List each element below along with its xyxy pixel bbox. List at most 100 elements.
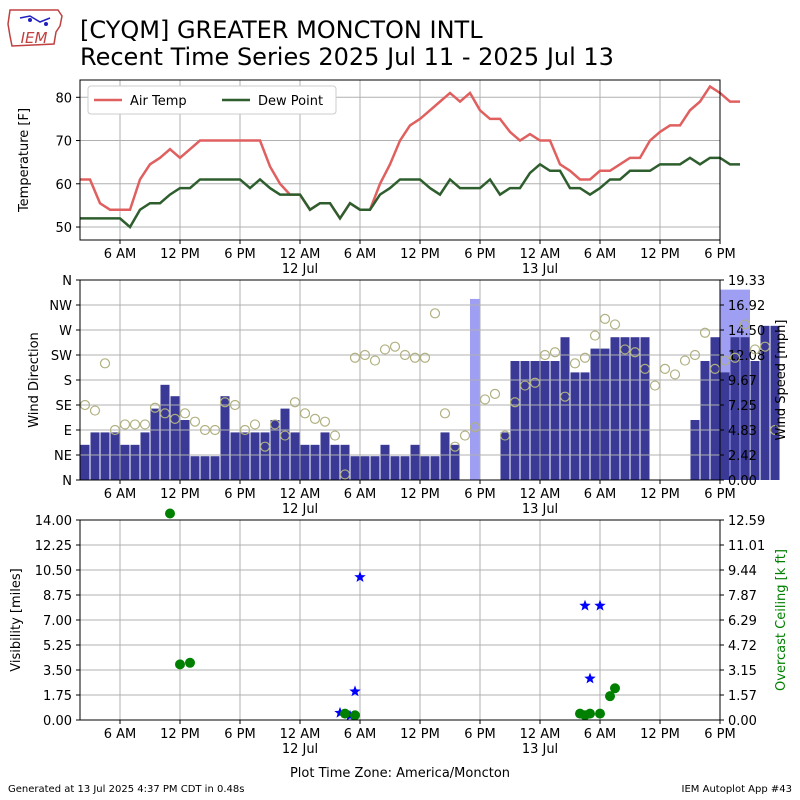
wind-dir-tick-label: SE bbox=[56, 399, 72, 414]
ceiling-point bbox=[185, 657, 195, 668]
wind-speed-bar bbox=[610, 337, 620, 480]
wind-speed-bar bbox=[770, 325, 780, 480]
wind-direction-point bbox=[149, 402, 161, 413]
wind-dir-tick-label: E bbox=[64, 424, 72, 439]
wind-direction-point bbox=[209, 424, 221, 436]
wind-speed-bar bbox=[390, 456, 400, 480]
temp-y-axis-label: Temperature [F] bbox=[17, 108, 32, 213]
air-temp-line bbox=[80, 84, 740, 221]
wind-speed-bar bbox=[510, 361, 520, 480]
wind-speed-bar bbox=[290, 432, 300, 480]
visibility-point bbox=[584, 672, 596, 684]
temp-date-label: 13 Jul bbox=[522, 262, 558, 277]
wind-speed-bar bbox=[520, 361, 530, 480]
wind-x-tick-label: 12 AM bbox=[520, 487, 561, 502]
wind-direction-point bbox=[89, 405, 101, 416]
wind-direction-point bbox=[639, 363, 651, 374]
wind-speed-bar bbox=[600, 348, 610, 480]
wind-direction-point bbox=[579, 352, 591, 363]
wind-speed-bar bbox=[180, 419, 190, 480]
ceiling-y-tick-label: 11.01 bbox=[728, 539, 765, 554]
ceiling-point bbox=[610, 683, 620, 694]
temp-x-tick-label: 12 PM bbox=[400, 247, 440, 262]
wind-direction-point bbox=[359, 349, 371, 361]
wind-x-tick-label: 6 AM bbox=[584, 487, 617, 502]
vis-y-tick-label: 12.25 bbox=[35, 539, 72, 554]
vis-y-tick-label: 14.00 bbox=[35, 514, 72, 529]
wind-speed-bar bbox=[590, 348, 600, 480]
wind-speed-bar bbox=[740, 337, 750, 480]
ceiling-y-tick-label: 12.59 bbox=[728, 514, 765, 529]
wind-direction-point bbox=[609, 319, 621, 330]
wind-direction-point bbox=[619, 344, 631, 355]
wind-dir-axis-label: Wind Direction bbox=[27, 332, 42, 428]
wind-speed-bar bbox=[410, 444, 420, 480]
wind-direction-point bbox=[179, 408, 191, 419]
chart-title-line-2: Recent Time Series 2025 Jul 11 - 2025 Ju… bbox=[80, 43, 614, 71]
ceiling-y-tick-label: 1.57 bbox=[728, 689, 757, 704]
wind-x-tick-label: 12 AM bbox=[280, 487, 321, 502]
wind-direction-point bbox=[139, 419, 151, 430]
ceiling-y-tick-label: 7.87 bbox=[728, 589, 757, 604]
wind-speed-tick-label: 7.25 bbox=[728, 399, 757, 414]
wind-speed-bar bbox=[330, 444, 340, 480]
wind-direction-point bbox=[489, 388, 501, 399]
temp-x-tick-label: 6 AM bbox=[584, 247, 617, 262]
wind-direction-point bbox=[309, 413, 321, 424]
wind-x-tick-label: 12 PM bbox=[640, 487, 680, 502]
wind-direction-point bbox=[319, 416, 331, 427]
vis-x-tick-label: 6 PM bbox=[704, 727, 735, 742]
wind-dir-tick-label: NW bbox=[49, 299, 72, 314]
wind-speed-bar bbox=[260, 432, 270, 480]
vis-plot-frame bbox=[79, 519, 721, 721]
vis-x-tick-label: 12 PM bbox=[400, 727, 440, 742]
wind-direction-point bbox=[109, 424, 121, 436]
wind-speed-bar bbox=[90, 432, 100, 480]
wind-direction-point bbox=[549, 347, 561, 358]
wind-direction-point bbox=[729, 352, 741, 363]
wind-gust-bar bbox=[470, 298, 480, 480]
wind-direction-point bbox=[339, 469, 351, 480]
wind-speed-bar bbox=[360, 456, 370, 480]
vis-y-tick-label: 8.75 bbox=[43, 589, 72, 604]
wind-speed-bar bbox=[100, 432, 110, 480]
vis-x-tick-label: 12 AM bbox=[520, 727, 561, 742]
ceiling-y-tick-label: 0.00 bbox=[728, 714, 757, 729]
ceiling-point bbox=[340, 708, 350, 719]
legend-dew-point-label: Dew Point bbox=[258, 94, 323, 109]
wind-speed-bar bbox=[630, 337, 640, 480]
temp-plot-frame bbox=[79, 79, 721, 241]
wind-direction-point bbox=[669, 369, 681, 380]
vis-x-tick-label: 6 PM bbox=[224, 727, 255, 742]
wind-x-tick-label: 6 PM bbox=[704, 487, 735, 502]
vis-y-tick-label: 7.00 bbox=[43, 614, 72, 629]
vis-x-tick-label: 6 PM bbox=[464, 727, 495, 742]
wind-speed-tick-label: 14.50 bbox=[728, 324, 765, 339]
wind-speed-bar bbox=[150, 408, 160, 480]
wind-speed-tick-label: 12.08 bbox=[728, 349, 765, 364]
wind-direction-point bbox=[679, 355, 691, 366]
wind-direction-point bbox=[749, 344, 761, 355]
wind-x-tick-label: 12 PM bbox=[400, 487, 440, 502]
wind-direction-point bbox=[159, 408, 171, 419]
temp-x-tick-label: 6 AM bbox=[104, 247, 137, 262]
wind-direction-point bbox=[289, 397, 301, 408]
wind-dir-tick-label: S bbox=[64, 374, 72, 389]
wind-direction-point bbox=[509, 397, 521, 408]
iem-logo: IEM bbox=[6, 6, 66, 50]
wind-direction-point bbox=[219, 397, 231, 408]
wind-speed-bar bbox=[370, 456, 380, 480]
x-axis-label-timezone: Plot Time Zone: America/Moncton bbox=[290, 766, 510, 781]
wind-speed-bar bbox=[240, 432, 250, 480]
wind-direction-point bbox=[699, 327, 711, 338]
dew-point-line bbox=[80, 156, 740, 229]
wind-speed-bar bbox=[560, 337, 570, 480]
temp-date-label: 12 Jul bbox=[282, 262, 318, 277]
wind-dir-tick-label: N bbox=[62, 474, 72, 489]
temp-x-tick-label: 6 PM bbox=[464, 247, 495, 262]
ceiling-point bbox=[165, 508, 175, 519]
wind-date-label: 13 Jul bbox=[522, 502, 558, 517]
wind-x-tick-label: 6 PM bbox=[224, 487, 255, 502]
temp-x-tick-label: 12 AM bbox=[520, 247, 561, 262]
wind-direction-point bbox=[299, 408, 311, 419]
